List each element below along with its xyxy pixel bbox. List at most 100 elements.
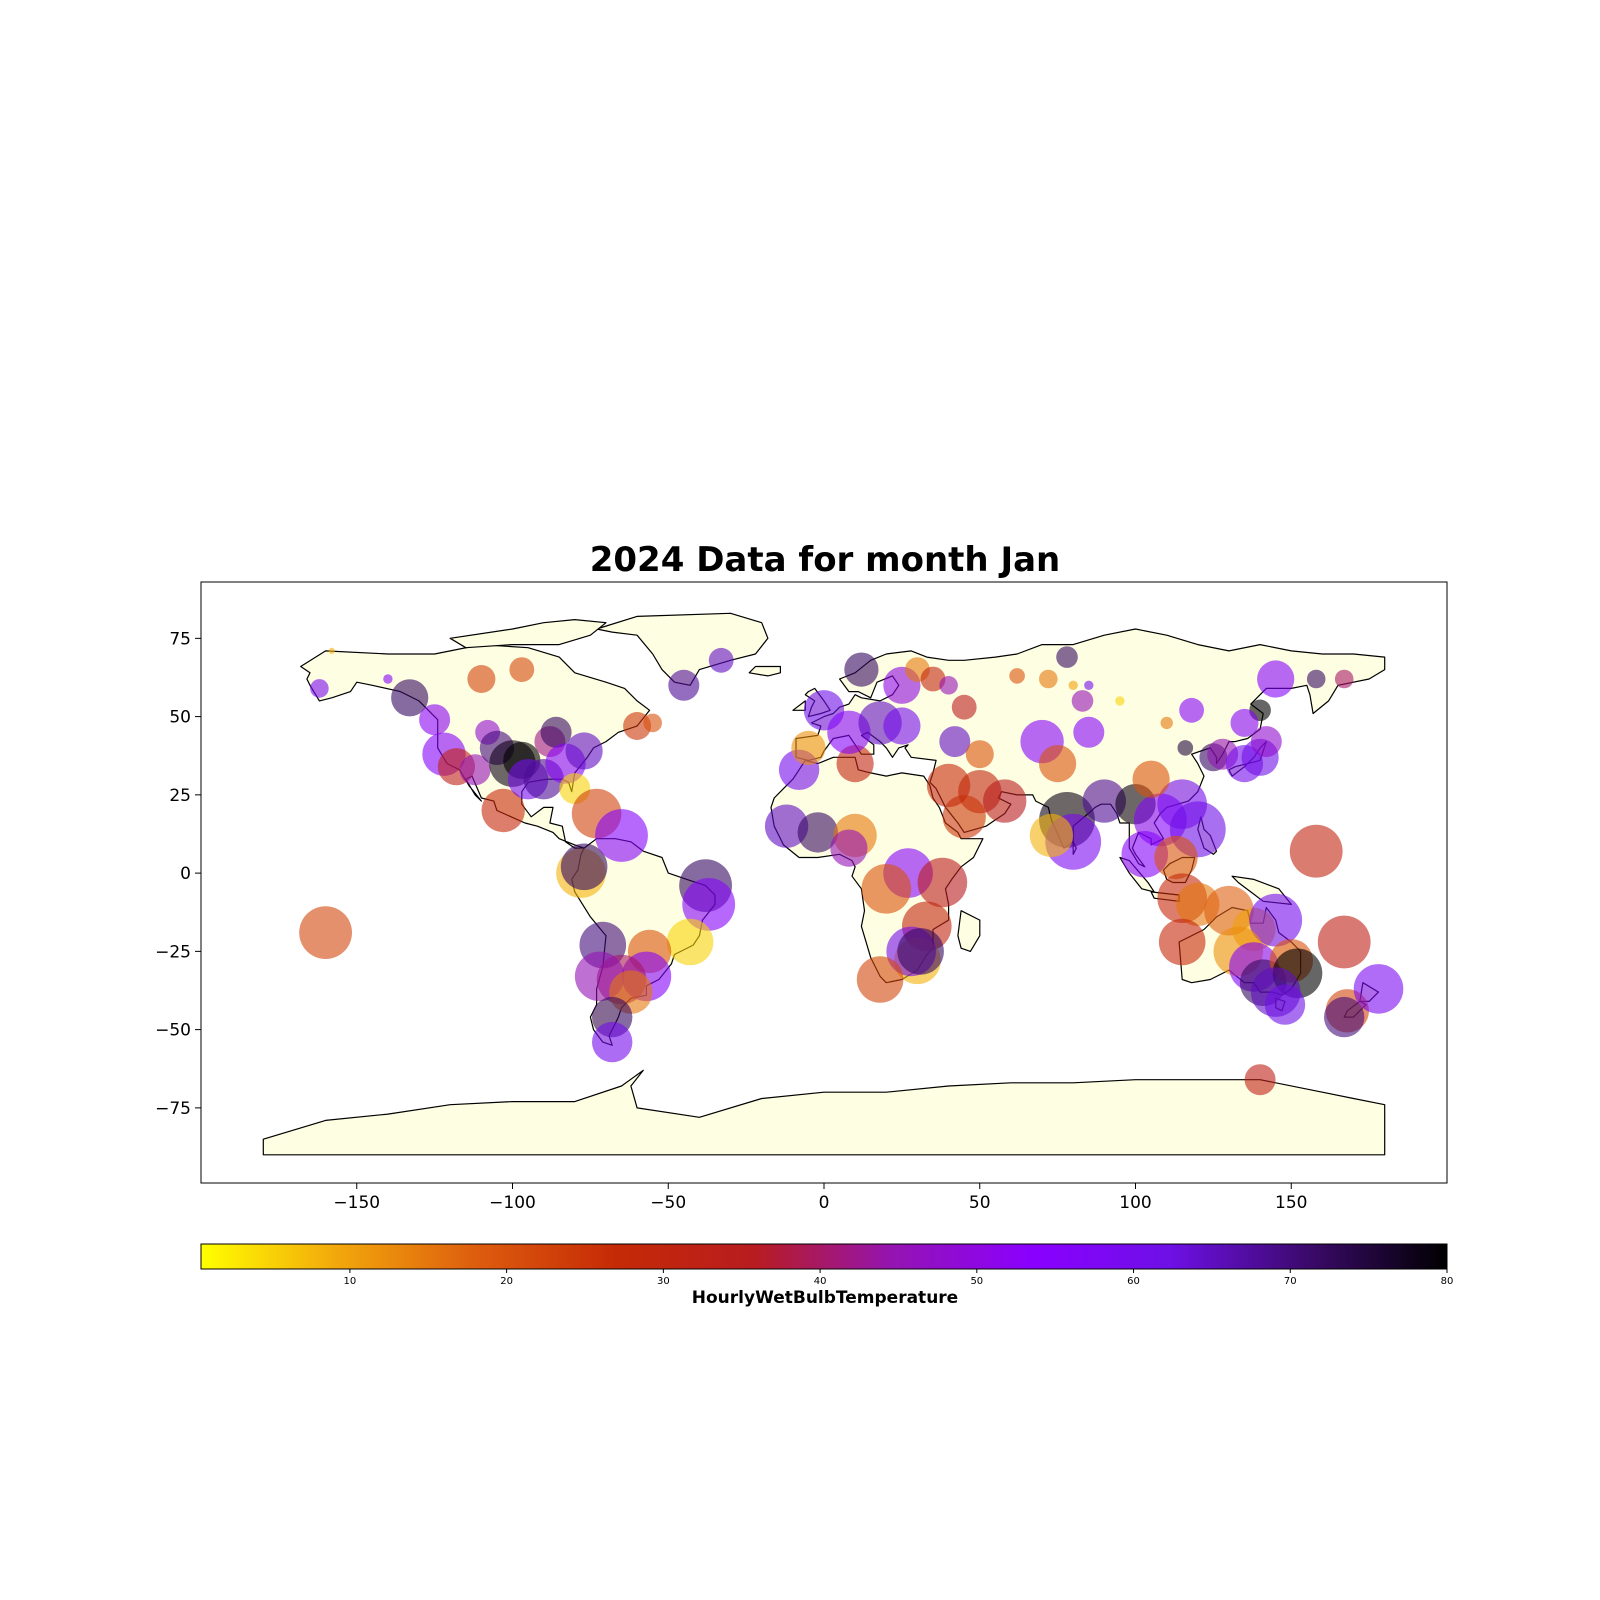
land-mass — [792, 700, 806, 711]
data-point — [1230, 708, 1259, 737]
colorbar-tick-label: 80 — [1441, 1276, 1454, 1287]
y-tick-label: 75 — [169, 629, 191, 649]
x-axis-ticks: −150 −100 −50 0 50 100 150 — [333, 1183, 1307, 1213]
data-point — [951, 694, 977, 720]
data-point — [939, 726, 971, 758]
x-tick-label: 100 — [1119, 1193, 1151, 1213]
colorbar-tick-label: 20 — [500, 1276, 513, 1287]
x-tick-label: −150 — [333, 1193, 380, 1213]
data-point — [1317, 915, 1371, 969]
x-tick-label: 150 — [1275, 1193, 1307, 1213]
colorbar-tick-label: 30 — [657, 1276, 670, 1287]
data-point — [1029, 813, 1074, 858]
scatter-points — [299, 646, 1404, 1096]
data-point — [1264, 984, 1306, 1025]
data-point — [1257, 660, 1295, 698]
data-point — [926, 763, 971, 808]
x-tick-label: 50 — [969, 1193, 991, 1213]
data-point — [836, 745, 874, 783]
data-point — [1324, 996, 1365, 1038]
data-point — [1179, 697, 1204, 723]
data-point — [708, 647, 734, 673]
colorbar-tick-label: 10 — [344, 1276, 357, 1287]
data-point — [1073, 716, 1105, 748]
x-tick-label: −50 — [650, 1193, 686, 1213]
data-point — [1353, 964, 1404, 1014]
data-point — [383, 674, 393, 684]
data-point — [1249, 893, 1303, 947]
data-point — [592, 1021, 633, 1063]
data-point — [560, 843, 608, 891]
data-point — [983, 779, 1027, 823]
data-point — [1009, 668, 1025, 684]
data-point — [299, 906, 352, 959]
data-point — [481, 788, 525, 833]
land-mass — [449, 619, 607, 649]
data-point — [623, 712, 652, 740]
data-point — [1115, 696, 1125, 706]
data-point — [861, 864, 912, 914]
data-point — [328, 647, 335, 655]
data-point — [1334, 669, 1354, 689]
x-tick-label: −100 — [489, 1193, 536, 1213]
data-point — [791, 730, 826, 766]
data-point — [419, 704, 451, 736]
data-point — [1158, 918, 1206, 966]
land-mass — [957, 910, 981, 952]
data-point — [965, 740, 994, 769]
data-point — [856, 956, 904, 1003]
data-point — [1289, 824, 1343, 878]
y-tick-label: −75 — [155, 1099, 191, 1119]
data-point — [1244, 1064, 1276, 1096]
colorbar-tick-label: 50 — [970, 1276, 983, 1287]
y-tick-label: 25 — [169, 786, 191, 806]
data-point — [509, 657, 535, 682]
data-point — [1082, 779, 1127, 823]
colorbar-tick-label: 40 — [814, 1276, 827, 1287]
data-point — [467, 665, 496, 693]
data-point — [1250, 726, 1282, 758]
data-point — [668, 669, 700, 701]
x-tick-label: 0 — [819, 1193, 830, 1213]
data-point — [883, 707, 921, 745]
data-point — [920, 666, 946, 692]
colorbar-gradient-bar — [200, 1243, 1448, 1270]
colorbar-label: HourlyWetBulbTemperature — [691, 1288, 959, 1308]
data-point — [459, 754, 491, 786]
data-point — [897, 928, 944, 975]
data-point — [310, 679, 329, 698]
colorbar-tick-label: 70 — [1284, 1276, 1297, 1287]
data-point — [595, 809, 648, 862]
data-point — [565, 732, 603, 770]
data-point — [643, 713, 662, 733]
data-point — [844, 652, 879, 687]
data-point — [1132, 760, 1170, 798]
land-mass — [262, 1069, 1386, 1156]
data-point — [1306, 669, 1326, 689]
land-mass — [596, 612, 769, 686]
data-point — [540, 716, 572, 748]
data-point — [939, 676, 958, 695]
y-tick-label: 50 — [169, 708, 191, 728]
data-point — [1056, 646, 1078, 668]
chart-title: 2024 Data for month Jan — [589, 540, 1061, 580]
data-point — [917, 857, 968, 908]
data-point — [1039, 745, 1077, 783]
data-point — [1084, 680, 1094, 690]
data-point — [1039, 669, 1058, 689]
data-point — [1071, 690, 1094, 712]
y-tick-label: −50 — [155, 1021, 191, 1041]
data-point — [797, 812, 838, 853]
colorbar-tick-label: 60 — [1127, 1276, 1140, 1287]
data-point — [830, 829, 868, 867]
data-point — [391, 679, 429, 717]
data-point — [1068, 680, 1078, 690]
data-point — [764, 804, 809, 848]
y-axis-ticks: 75 50 25 0 −25 −50 −75 — [155, 629, 201, 1119]
colorbar: 10 20 30 40 50 60 70 80 — [200, 1243, 1454, 1287]
y-tick-label: 0 — [180, 864, 191, 884]
y-tick-label: −25 — [155, 942, 191, 962]
data-point — [666, 918, 714, 966]
land-mass — [748, 665, 781, 677]
